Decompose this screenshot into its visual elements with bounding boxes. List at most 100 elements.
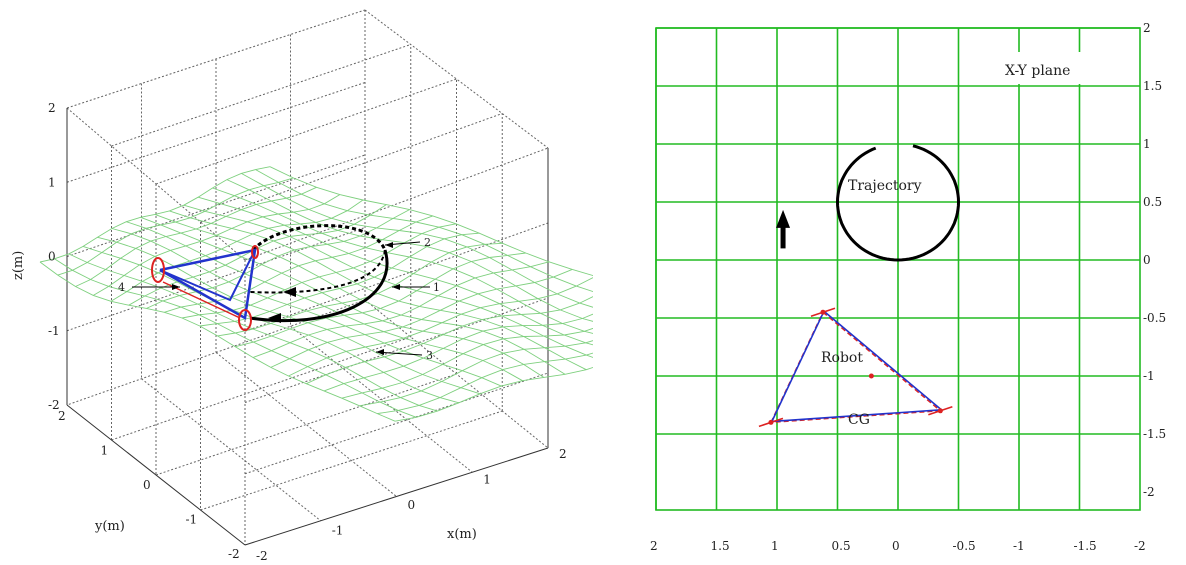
terrain-line	[394, 366, 593, 422]
y-tick-label: 2	[58, 409, 66, 423]
gridline	[244, 297, 549, 403]
tick-labels: -2 -1 0 1 2 2 1 0 -1 -2 -2 -1 0 1 2	[48, 101, 567, 563]
robot-link-3d	[159, 248, 257, 320]
gridline	[200, 113, 503, 223]
chart-title: X-Y plane	[1005, 63, 1070, 79]
x-tick-label: -1.5	[1074, 539, 1097, 553]
y-tick-label: 0	[1143, 253, 1151, 267]
y-tick-label: -1	[1143, 369, 1155, 383]
trajectory-arrow-1	[283, 287, 296, 297]
gridline	[290, 325, 473, 473]
annotation-1: 1	[433, 281, 440, 294]
x-tick-label: 0.5	[832, 539, 851, 553]
terrain-line	[252, 261, 550, 358]
gridline	[111, 336, 411, 441]
x-tick-label: -0.5	[953, 539, 976, 553]
robot-foot-3d	[238, 309, 252, 331]
x-tick-label: 2	[650, 539, 658, 553]
robot-foot-3d	[251, 245, 259, 259]
grid	[655, 27, 1141, 511]
robot-joint	[937, 408, 943, 414]
y-tick-label: -2	[228, 547, 240, 561]
x-tick-label: 0	[408, 498, 416, 512]
y-tick-label: 0.5	[1143, 195, 1162, 209]
x-tick-labels: 2 1.5 1 0.5 0 -0.5 -1 -1.5 -2	[650, 539, 1146, 553]
gridline	[155, 373, 457, 476]
terrain-line	[306, 296, 593, 385]
title-backdrop	[988, 52, 1138, 84]
y-axis	[66, 404, 246, 546]
direction-arrow-head	[776, 209, 791, 228]
terrain-line	[82, 245, 459, 404]
robot-foot-link	[822, 311, 941, 412]
annotation-3: 3	[426, 349, 433, 362]
robot-label: Robot	[821, 350, 863, 366]
x-tick-label: -2	[1134, 539, 1146, 553]
trajectory-circle	[835, 144, 961, 262]
terrain-line	[39, 166, 271, 263]
y-tick-label: 1.5	[1143, 79, 1162, 93]
x-axis-label: x(m)	[447, 527, 477, 542]
z-tick-label: 0	[48, 250, 56, 264]
y-tick-label: -1.5	[1143, 427, 1166, 441]
cg-point	[868, 373, 874, 379]
trajectory-arrow-2	[268, 313, 281, 323]
cg-label: CG	[848, 412, 870, 428]
annotations: 1 2 3 4	[118, 236, 440, 362]
terrain-line	[377, 352, 593, 415]
x-tick-label: -1	[332, 524, 344, 538]
z-axis-label: z(m)	[11, 251, 26, 280]
y-tick-label: -0.5	[1143, 311, 1166, 325]
trajectory-label: Trajectory	[848, 178, 922, 194]
y-tick-label: 1	[101, 444, 109, 458]
terrain-line	[288, 277, 593, 377]
z-tick-label: -2	[48, 398, 60, 412]
terrain-line	[164, 215, 433, 313]
terrain-line	[270, 268, 573, 368]
trajectory-loop-front	[249, 249, 389, 323]
gridline	[155, 78, 457, 185]
trajectory-loop-back	[251, 224, 387, 252]
terrain-line	[197, 196, 593, 346]
robot-link-3d-inner	[159, 249, 256, 302]
terrain-line	[181, 223, 457, 319]
x-tick-label: -1	[1013, 539, 1025, 553]
terrain-mesh	[39, 166, 593, 422]
y-axis-label: y(m)	[94, 519, 125, 534]
robot-link	[771, 310, 825, 422]
terrain-line	[217, 242, 503, 337]
x-tick-label: 2	[559, 447, 567, 461]
x-tick-label: -2	[256, 549, 268, 563]
gridline	[244, 372, 549, 475]
y-tick-label: -1	[186, 513, 198, 527]
y-tick-label: 2	[1143, 21, 1151, 35]
z-tick-label: -1	[48, 324, 60, 338]
robot-joint	[820, 309, 826, 315]
terrain-line	[111, 228, 502, 387]
robot-link	[823, 310, 942, 411]
box-edge	[364, 9, 549, 149]
trajectory-3d	[249, 224, 389, 323]
terrain-line	[199, 232, 480, 327]
annotation-4: 4	[118, 281, 125, 294]
gridline	[215, 352, 397, 497]
robot-joint	[768, 419, 774, 425]
y-tick-labels: 2 1.5 1 0.5 0 -0.5 -1 -1.5 -2	[1143, 21, 1166, 499]
z-tick-label: 1	[48, 175, 56, 189]
robot-foot-link	[770, 410, 941, 424]
y-tick-label: 1	[1143, 137, 1151, 151]
y-tick-label: 0	[143, 478, 151, 492]
robot-link	[771, 409, 942, 423]
terrain-line	[323, 313, 593, 392]
xy-plane-plot: X-Y plane Trajectory Robot CG 2 1.5 1 0.5 0 -…	[650, 21, 1166, 553]
robot-triangle	[758, 307, 953, 428]
terrain-line	[359, 340, 593, 407]
terrain-line	[235, 252, 526, 348]
terrain-line	[255, 169, 593, 293]
x-tick-label: 0	[892, 539, 900, 553]
robot-foot-3d	[151, 257, 165, 283]
annotation-2: 2	[424, 236, 431, 249]
axes-box	[66, 9, 549, 546]
gridline	[200, 410, 503, 511]
trajectory-loop-mid	[249, 249, 386, 294]
